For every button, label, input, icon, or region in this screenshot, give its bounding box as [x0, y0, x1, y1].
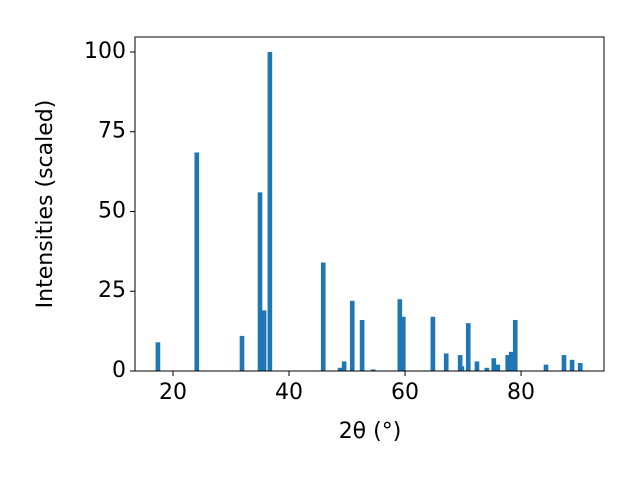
y-tick-label: 0	[112, 358, 126, 383]
bar	[341, 361, 347, 371]
y-tick-label: 25	[98, 278, 126, 303]
bar	[370, 369, 376, 371]
bar	[261, 310, 267, 371]
y-axis-label: Intensities (scaled)	[33, 100, 58, 309]
bar	[543, 364, 549, 371]
x-tick-label: 40	[275, 380, 303, 405]
bar	[155, 342, 161, 371]
x-tick-label: 80	[507, 380, 535, 405]
bar	[239, 335, 245, 371]
bar	[349, 300, 355, 371]
bar	[457, 355, 463, 371]
bar	[337, 367, 343, 371]
y-tick-label: 75	[98, 119, 126, 144]
y-tick-label: 50	[98, 198, 126, 223]
bar	[400, 316, 406, 371]
x-axis-label: 2θ (°)	[339, 419, 402, 444]
bar	[495, 364, 501, 371]
bar	[359, 319, 365, 371]
bar	[443, 353, 449, 371]
bar	[474, 361, 480, 371]
bar	[561, 355, 567, 371]
plot-frame	[134, 36, 605, 372]
bar	[397, 299, 403, 371]
bar	[320, 262, 326, 371]
bar	[267, 51, 273, 371]
bar	[459, 366, 465, 371]
bar	[512, 319, 518, 371]
x-tick-label: 20	[159, 380, 187, 405]
bar	[430, 316, 436, 371]
bar	[194, 152, 200, 371]
bar	[505, 355, 511, 371]
y-tick-label: 100	[84, 39, 126, 64]
bar	[569, 359, 575, 371]
bar	[465, 323, 471, 371]
bar	[484, 367, 490, 371]
bar	[257, 192, 263, 371]
bar	[508, 351, 514, 371]
x-tick-label: 60	[391, 380, 419, 405]
bar	[491, 358, 497, 371]
bar	[577, 363, 583, 371]
